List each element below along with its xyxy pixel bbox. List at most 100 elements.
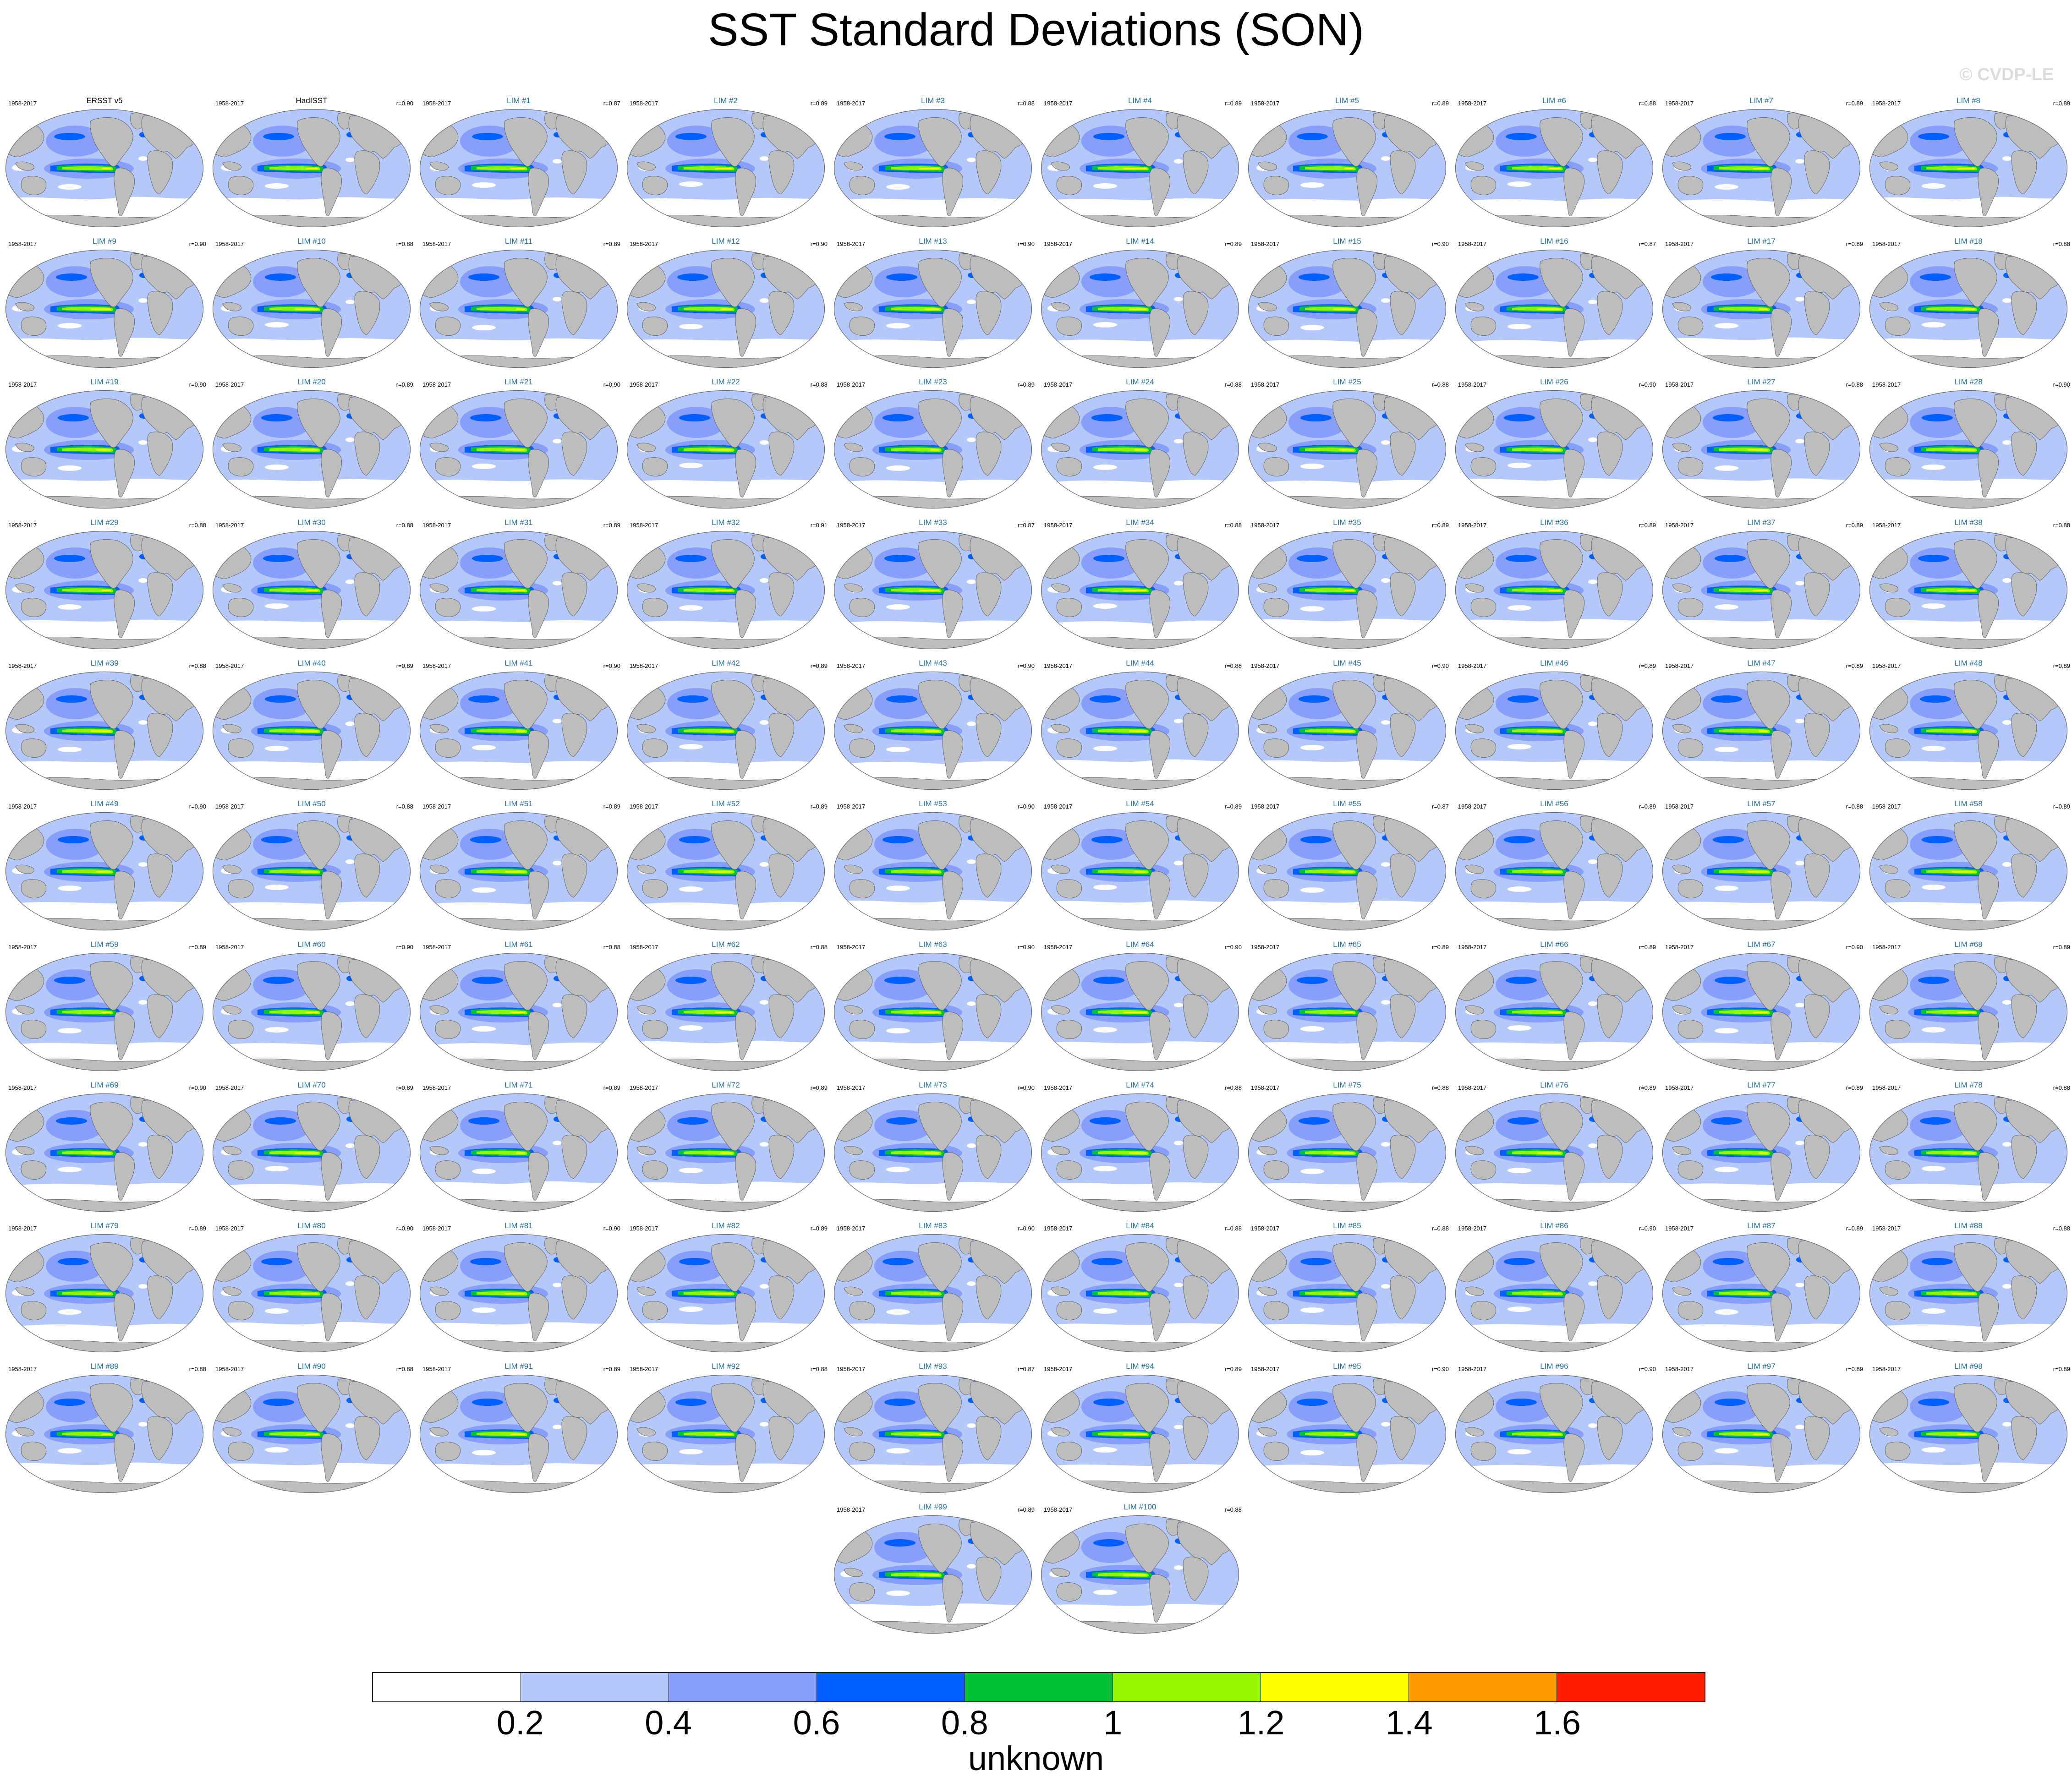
map-panel: 1958-2017 LIM #13 r=0.90 <box>829 236 1036 377</box>
sst-std-map <box>1662 671 1861 790</box>
sst-std-map <box>419 812 618 931</box>
panel-title: LIM #89 <box>90 1362 119 1371</box>
panel-pattern-correlation: r=0.89 <box>810 803 828 810</box>
panel-pattern-correlation: r=0.90 <box>603 381 620 388</box>
sst-std-map <box>1869 249 2068 368</box>
map-panel: 1958-2017 LIM #33 r=0.87 <box>829 517 1036 658</box>
panel-pattern-correlation: r=0.88 <box>396 803 413 810</box>
map-panel: 1958-2017 LIM #87 r=0.89 <box>1658 1220 1865 1361</box>
map-panel: 1958-2017 LIM #48 r=0.89 <box>1865 658 2072 798</box>
panel-period: 1958-2017 <box>1251 662 1280 669</box>
colorbar-box <box>521 1673 669 1701</box>
panel-period: 1958-2017 <box>1458 100 1487 107</box>
map-panel: 1958-2017 LIM #72 r=0.89 <box>622 1080 829 1220</box>
panel-title: LIM #60 <box>297 940 326 949</box>
panel-period: 1958-2017 <box>1458 381 1487 388</box>
panel-period: 1958-2017 <box>630 100 658 107</box>
panel-period: 1958-2017 <box>837 522 866 529</box>
map-panel: 1958-2017 LIM #5 r=0.89 <box>1244 95 1451 236</box>
sst-std-map <box>833 671 1032 790</box>
panel-pattern-correlation: r=0.88 <box>189 662 206 669</box>
sst-std-map <box>419 1093 618 1212</box>
panel-period: 1958-2017 <box>630 1084 658 1091</box>
sst-std-map <box>833 1234 1032 1353</box>
colorbar-box <box>373 1673 521 1701</box>
panel-title: LIM #31 <box>504 518 533 527</box>
panel-title: LIM #32 <box>712 518 740 527</box>
map-panel: 1958-2017 LIM #99 r=0.89 <box>829 1502 1036 1642</box>
sst-std-map <box>626 1234 825 1353</box>
panel-title: LIM #29 <box>90 518 119 527</box>
panel-pattern-correlation: r=0.90 <box>189 241 206 247</box>
panel-period: 1958-2017 <box>630 241 658 247</box>
sst-std-map <box>5 1374 204 1493</box>
panel-pattern-correlation: r=0.90 <box>396 944 413 951</box>
panel-pattern-correlation: r=0.89 <box>1846 100 1863 107</box>
panel-period: 1958-2017 <box>1251 522 1280 529</box>
map-panel: 1958-2017 LIM #42 r=0.89 <box>622 658 829 798</box>
map-panel: 1958-2017 LIM #37 r=0.89 <box>1658 517 1865 658</box>
panel-period: 1958-2017 <box>1665 1225 1694 1232</box>
panel-pattern-correlation: r=0.88 <box>1224 662 1242 669</box>
map-panel: 1958-2017 LIM #97 r=0.89 <box>1658 1361 1865 1502</box>
panel-pattern-correlation: r=0.87 <box>603 100 620 107</box>
sst-std-map <box>626 952 825 1071</box>
panel-period: 1958-2017 <box>1044 100 1073 107</box>
panel-pattern-correlation: r=0.89 <box>1639 944 1656 951</box>
panel-pattern-correlation: r=0.90 <box>1017 803 1035 810</box>
panel-period: 1958-2017 <box>422 522 451 529</box>
panel-pattern-correlation: r=0.89 <box>1846 1225 1863 1232</box>
sst-std-map <box>5 109 204 228</box>
panel-title: LIM #50 <box>297 799 326 808</box>
map-panel: 1958-2017 LIM #63 r=0.90 <box>829 939 1036 1080</box>
map-panel: 1958-2017 LIM #73 r=0.90 <box>829 1080 1036 1220</box>
panel-pattern-correlation: r=0.88 <box>1224 1084 1242 1091</box>
panel-period: 1958-2017 <box>837 662 866 669</box>
panel-title: LIM #86 <box>1540 1221 1568 1230</box>
watermark: © CVDP-LE <box>1959 65 2054 84</box>
panel-title: LIM #69 <box>90 1081 119 1089</box>
panel-period: 1958-2017 <box>1044 1084 1073 1091</box>
colorbar-tick-label: 0.4 <box>645 1704 692 1742</box>
sst-std-map <box>833 1093 1032 1212</box>
panel-period: 1958-2017 <box>215 944 244 951</box>
panel-period: 1958-2017 <box>1665 662 1694 669</box>
panel-title: LIM #56 <box>1540 799 1568 808</box>
panel-period: 1958-2017 <box>1458 944 1487 951</box>
sst-std-map <box>1041 390 1239 509</box>
panel-pattern-correlation: r=0.88 <box>396 241 413 247</box>
map-panel: 1958-2017 LIM #17 r=0.89 <box>1658 236 1865 377</box>
map-panel: 1958-2017 LIM #16 r=0.87 <box>1451 236 1658 377</box>
map-panel: 1958-2017 LIM #27 r=0.88 <box>1658 377 1865 517</box>
sst-std-map <box>419 952 618 1071</box>
panel-title: LIM #83 <box>919 1221 947 1230</box>
panel-pattern-correlation: r=0.89 <box>1224 1366 1242 1372</box>
map-panel: 1958-2017 LIM #94 r=0.89 <box>1036 1361 1244 1502</box>
panel-period: 1958-2017 <box>422 1366 451 1372</box>
map-panel: 1958-2017 LIM #89 r=0.88 <box>1 1361 208 1502</box>
sst-std-map <box>1248 390 1447 509</box>
map-panel: 1958-2017 LIM #53 r=0.90 <box>829 798 1036 939</box>
panel-pattern-correlation: r=0.88 <box>810 944 828 951</box>
map-panel: 1958-2017 LIM #76 r=0.89 <box>1451 1080 1658 1220</box>
sst-std-map <box>1248 1234 1447 1353</box>
sst-std-map <box>212 530 411 650</box>
sst-std-map <box>1869 952 2068 1071</box>
panel-title: LIM #44 <box>1126 659 1154 667</box>
panel-pattern-correlation: r=0.90 <box>1017 241 1035 247</box>
panel-pattern-correlation: r=0.89 <box>1017 381 1035 388</box>
sst-std-map <box>212 812 411 931</box>
map-panel: 1958-2017 LIM #54 r=0.89 <box>1036 798 1244 939</box>
map-panel: 1958-2017 LIM #40 r=0.89 <box>208 658 415 798</box>
map-panel: 1958-2017 LIM #57 r=0.88 <box>1658 798 1865 939</box>
panel-pattern-correlation: r=0.89 <box>810 100 828 107</box>
panel-pattern-correlation: r=0.88 <box>189 1366 206 1372</box>
panel-period: 1958-2017 <box>1872 381 1901 388</box>
sst-std-map <box>1455 1093 1654 1212</box>
map-panel: 1958-2017 LIM #25 r=0.88 <box>1244 377 1451 517</box>
map-panel: 1958-2017 LIM #19 r=0.90 <box>1 377 208 517</box>
panel-title: LIM #47 <box>1747 659 1776 667</box>
panel-title: LIM #93 <box>919 1362 947 1371</box>
panel-period: 1958-2017 <box>1251 241 1280 247</box>
panel-title: LIM #66 <box>1540 940 1568 949</box>
